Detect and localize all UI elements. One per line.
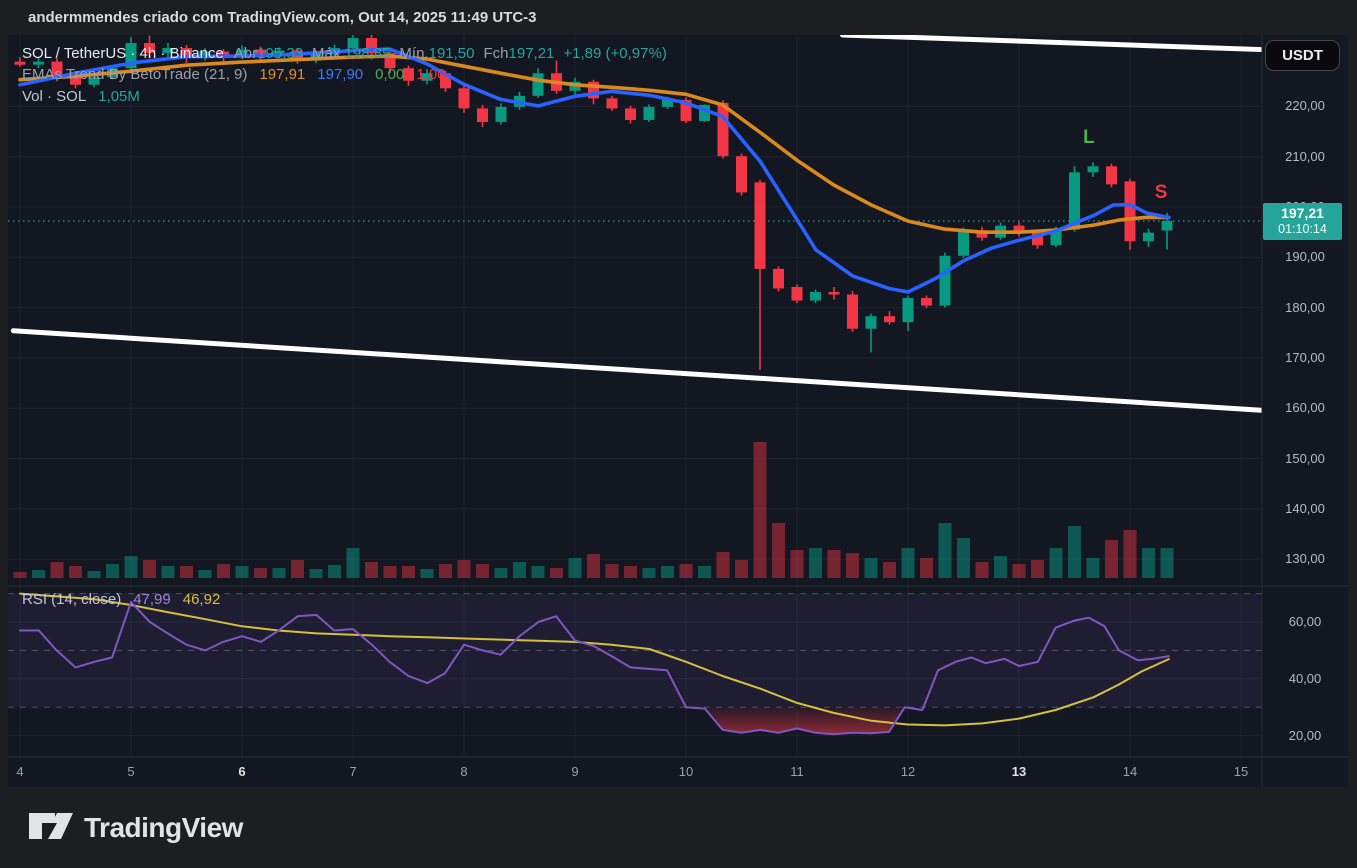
time-axis-label: 11 [790, 764, 804, 779]
price-axis-label: 150,00 [1285, 450, 1325, 466]
rsi-ma-value: 46,92 [182, 591, 221, 608]
close-value: 197,21 [508, 45, 555, 62]
high-value: 198,85 [344, 45, 391, 62]
tradingview-logo-icon [29, 812, 73, 839]
attribution-text: andermmendes criado com TradingView.com,… [28, 9, 537, 26]
ema-indicator-name: EMAs Trend By BetoTrade (21, 9) [22, 66, 248, 83]
ema21-value: 197,91 [259, 66, 306, 83]
rsi-indicator-legend-row: RSI (14, close) 47,99 46,92 [22, 591, 220, 608]
symbol-legend-row: SOL / TetherUS · 4h · Binance Abr195,33 Má… [22, 45, 667, 62]
price-axis-label: 210,00 [1285, 148, 1325, 164]
price-axis-label: 140,00 [1285, 500, 1325, 516]
chart-canvas[interactable]: LS [8, 35, 1348, 787]
price-axis-label: 170,00 [1285, 349, 1325, 365]
low-label: Mín. [399, 45, 429, 62]
open-value: 195,33 [257, 45, 304, 62]
last-price-tag: 197,21 01:10:14 [1263, 203, 1342, 240]
volume-indicator-name: Vol · SOL [22, 88, 87, 105]
time-axis-label: 7 [349, 764, 357, 779]
price-axis-label: 220,00 [1285, 98, 1325, 114]
svg-text:L: L [1083, 127, 1095, 148]
high-label: Máx. [312, 45, 345, 62]
rsi-axis-label: 60,00 [1288, 614, 1322, 629]
svg-text:S: S [1155, 182, 1168, 203]
price-axis-label: 190,00 [1285, 249, 1325, 265]
ema-signal-up-value: 0,00 [375, 66, 405, 83]
time-axis-label: 10 [678, 764, 694, 779]
low-value: 191,50 [428, 45, 475, 62]
open-label: Abr [233, 45, 258, 62]
time-axis-label: 6 [238, 764, 246, 779]
time-axis-label: 12 [900, 764, 916, 779]
volume-value: 1,05M [98, 88, 140, 105]
ema-signal-down-value: 1,00 [416, 66, 446, 83]
candle-countdown: 01:10:14 [1278, 222, 1327, 236]
time-axis-label: 14 [1122, 764, 1138, 779]
ema-indicator-legend-row: EMAs Trend By BetoTrade (21, 9) 197,91 197… [22, 66, 446, 83]
time-axis-label: 5 [127, 764, 135, 779]
close-label: Fch [483, 45, 509, 62]
time-axis-label: 8 [460, 764, 468, 779]
rsi-axis-label: 40,00 [1288, 670, 1322, 686]
ema9-value: 197,90 [317, 66, 364, 83]
price-axis-label: 180,00 [1285, 299, 1325, 315]
last-price-value: 197,21 [1281, 205, 1324, 221]
rsi-axis-label: 20,00 [1288, 727, 1322, 743]
time-axis-label: 15 [1233, 764, 1249, 779]
price-axis-label: 160,00 [1285, 400, 1325, 416]
volume-indicator-legend-row: Vol · SOL 1,05M [22, 88, 140, 105]
symbol-title: SOL / TetherUS · 4h · Binance [22, 45, 224, 62]
rsi-value: 47,99 [133, 591, 171, 608]
time-axis-label: 4 [16, 764, 24, 779]
change-value: +1,89 (+0,97%) [563, 45, 667, 62]
tradingview-wordmark: TradingView [84, 811, 243, 843]
currency-toggle-button[interactable]: USDT [1265, 40, 1340, 71]
time-axis-label: 9 [571, 764, 579, 779]
footer-bar: TradingView [0, 787, 1357, 868]
time-axis-label: 13 [1011, 764, 1027, 779]
rsi-indicator-name: RSI (14, close) [22, 591, 122, 608]
price-axis-label: 130,00 [1285, 551, 1325, 567]
